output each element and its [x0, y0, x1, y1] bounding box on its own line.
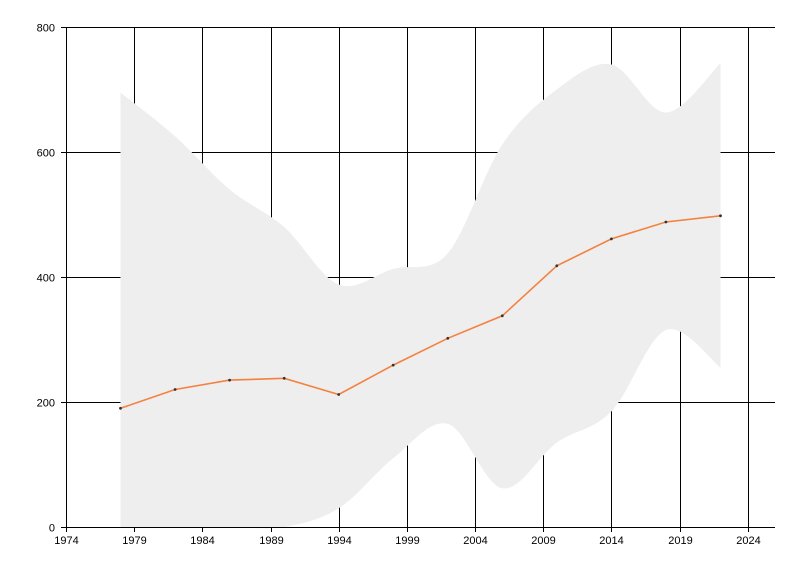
data-point [719, 214, 722, 218]
data-point [555, 264, 559, 268]
data-point [664, 220, 668, 224]
series-markers [119, 214, 722, 410]
band-area [120, 63, 721, 529]
x-tick-label: 2004 [463, 535, 487, 547]
data-point [282, 376, 286, 380]
data-point [119, 406, 122, 410]
x-tick-label: 1974 [54, 535, 78, 547]
y-tick-label: 400 [37, 273, 55, 285]
confidence-band [120, 63, 721, 529]
y-tick-label: 800 [37, 23, 55, 35]
data-point [337, 393, 341, 396]
x-tick-label: 1984 [190, 535, 214, 547]
x-tick-label: 1994 [327, 535, 351, 547]
y-tick-label: 0 [49, 523, 55, 535]
x-axis-ticks: 1974 1979 1984 1989 1994 1999 2004 2009 2014 2019… [54, 527, 761, 547]
y-tick-label: 600 [37, 148, 55, 160]
x-tick-label: 2009 [531, 535, 555, 547]
data-point [446, 336, 450, 340]
series-line [120, 215, 721, 410]
x-tick-label: 1999 [395, 535, 419, 547]
x-tick-label: 2024 [736, 535, 760, 547]
x-tick-label: 2019 [668, 535, 692, 547]
x-tick-label: 2014 [599, 535, 623, 547]
data-point [391, 363, 395, 367]
data-point [500, 314, 504, 318]
y-axis-ticks: 0 200 400 600 800 [37, 23, 66, 535]
x-tick-label: 1979 [122, 535, 146, 547]
data-point [610, 237, 613, 241]
axes [66, 27, 775, 528]
data-point [173, 388, 177, 391]
data-line [120, 215, 721, 410]
data-point [228, 378, 232, 382]
y-tick-label: 200 [37, 398, 55, 410]
x-tick-label: 1989 [259, 535, 283, 547]
